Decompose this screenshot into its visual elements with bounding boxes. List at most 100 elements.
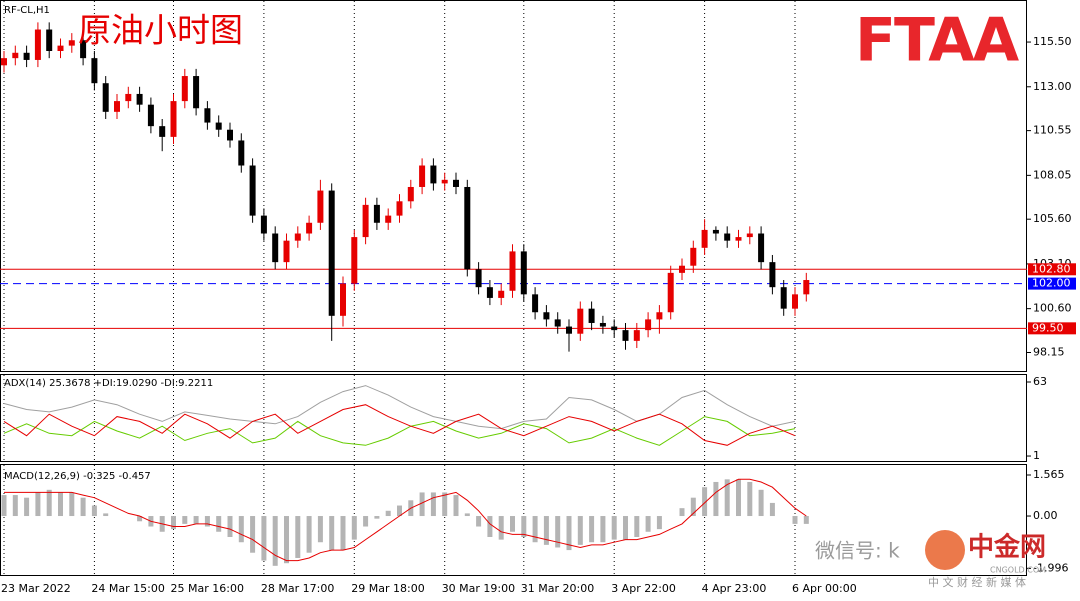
candle-body <box>498 290 505 298</box>
macd-bar <box>566 516 572 551</box>
macd-bar <box>306 516 312 553</box>
level-label: 99.50 <box>1032 321 1064 334</box>
macd-bar <box>656 516 662 530</box>
candle-body <box>238 140 245 166</box>
candle-body <box>114 101 120 112</box>
macd-bar <box>340 516 346 551</box>
candle-body <box>34 29 41 60</box>
y-tick-label: 100.60 <box>1033 302 1072 315</box>
watermark-slogan: 中 文 财 经 新 媒 体 <box>928 575 1026 589</box>
candle-body <box>758 233 765 263</box>
candle-body <box>453 179 459 187</box>
candle-body <box>317 190 324 223</box>
y-tick-label: 113.00 <box>1033 80 1072 93</box>
y-tick-label: 1.565 <box>1033 468 1065 481</box>
x-tick-label: 6 Apr 00:00 <box>792 582 857 595</box>
candle-body <box>328 190 335 316</box>
macd-bar <box>351 516 357 540</box>
macd-bar <box>272 516 278 566</box>
macd-bar <box>487 516 493 537</box>
candle-body <box>611 326 618 331</box>
candle-body <box>441 179 448 184</box>
x-tick-label: 23 Mar 2022 <box>1 582 71 595</box>
candle-body <box>147 104 154 127</box>
candle-body <box>633 330 640 341</box>
macd-bar <box>702 487 708 517</box>
macd-bar <box>329 516 335 551</box>
candle-body <box>46 29 53 51</box>
candle-body <box>419 165 426 187</box>
candle-body <box>306 222 313 234</box>
x-tick-label: 29 Mar 18:00 <box>351 582 424 595</box>
macd-bar <box>182 516 188 524</box>
macd-bar <box>24 497 30 517</box>
candle-body <box>396 201 403 216</box>
macd-bar <box>611 516 617 540</box>
x-tick-label: 24 Mar 15:00 <box>91 582 164 595</box>
macd-bar <box>543 516 549 545</box>
y-tick-label: 98.15 <box>1033 345 1065 358</box>
candle-body <box>712 229 719 234</box>
candle-body <box>181 76 188 102</box>
candle-body <box>136 93 143 105</box>
candle-body <box>249 165 256 216</box>
macd-panel <box>0 464 1027 576</box>
level-badge <box>1028 263 1076 276</box>
macd-bar <box>171 516 176 530</box>
candle-body <box>803 280 810 295</box>
symbol: RF-CL,H1 <box>4 5 50 16</box>
chart-title: 原油小时图 <box>78 11 243 50</box>
candle-body <box>543 312 550 320</box>
candle-body <box>91 58 98 84</box>
macd-bar <box>521 516 527 537</box>
candle-body <box>645 319 652 331</box>
candle-body <box>272 233 279 263</box>
candle-body <box>340 283 346 316</box>
candle-body <box>701 229 708 248</box>
macd-bar <box>1 495 7 517</box>
adx-panel <box>0 374 1027 462</box>
macd-bar <box>442 492 448 517</box>
candle-body <box>792 294 798 309</box>
candle-body <box>554 319 561 327</box>
candle-body <box>735 237 742 241</box>
candle-body <box>80 40 87 59</box>
macd-bar <box>238 516 244 543</box>
candle-body <box>385 215 392 223</box>
candle-body <box>407 186 414 202</box>
candle-body <box>566 326 572 334</box>
candle-body <box>193 76 200 109</box>
candle-body <box>667 272 674 313</box>
y-tick-label: 110.55 <box>1033 124 1072 137</box>
macd-bar <box>12 495 18 517</box>
macd-bar <box>80 497 86 517</box>
macd-bar <box>532 516 538 543</box>
x-tick-label: 3 Apr 22:00 <box>611 582 676 595</box>
level-label: 102.00 <box>1032 277 1071 290</box>
candle-body <box>656 312 663 320</box>
indicator-line <box>3 416 796 446</box>
candle-body <box>520 251 527 295</box>
macd-bar <box>46 489 52 517</box>
logo: FTAA <box>855 6 1020 76</box>
adx-title: ADX(14) 25.3678 +DI:19.0290 -DI:9.2211 <box>4 378 213 389</box>
candle-body <box>57 45 64 51</box>
macd-bar <box>476 516 482 527</box>
macd-bar <box>510 516 515 532</box>
x-tick-label: 31 Mar 20:00 <box>521 582 594 595</box>
candle-body <box>351 237 358 284</box>
x-tick-label: 30 Mar 19:00 <box>442 582 515 595</box>
candle-body <box>588 308 595 323</box>
signal-line <box>4 478 807 562</box>
main-panel <box>0 0 1027 372</box>
candle-body <box>12 52 19 59</box>
level-badge <box>1028 277 1076 290</box>
level-label: 102.80 <box>1032 262 1071 275</box>
candle-body <box>125 93 132 102</box>
macd-bar <box>363 516 369 527</box>
candle-body <box>746 233 753 238</box>
candle-body <box>679 265 685 273</box>
indicator-line <box>3 404 796 446</box>
macd-bar <box>261 516 267 561</box>
